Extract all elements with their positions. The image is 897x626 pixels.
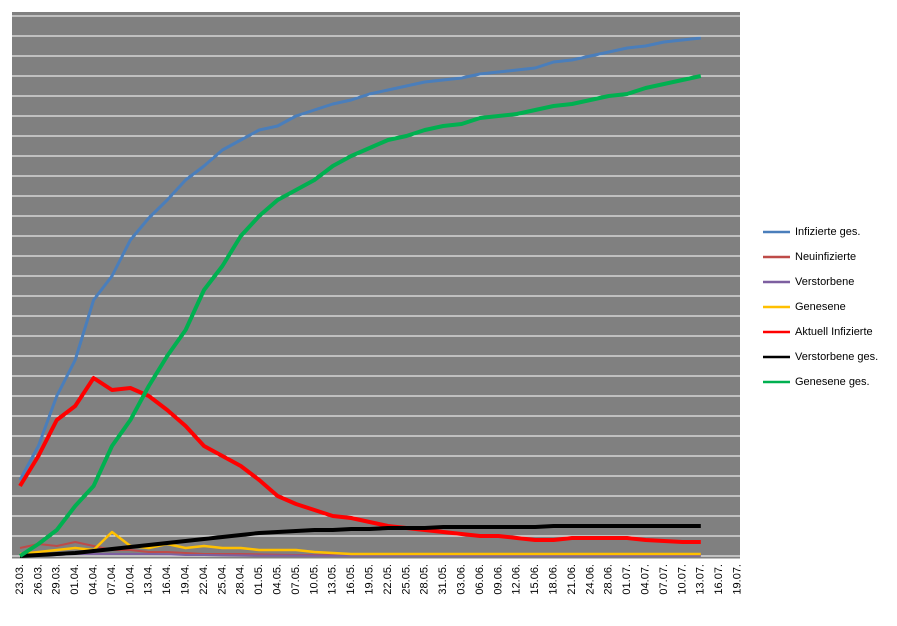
x-tick-label: 10.05. [308,564,320,595]
x-tick-label: 22.04. [198,564,210,595]
x-tick-label: 03.06. [456,564,468,595]
x-tick-label: 28.06. [603,564,615,595]
x-tick-label: 06.06. [474,564,486,595]
x-tick-label: 21.06. [566,564,578,595]
x-tick-label: 01.07. [621,564,633,595]
x-tick-label: 16.05. [345,564,357,595]
x-tick-label: 26.03. [32,564,44,595]
x-tick-label: 01.04. [69,564,81,595]
legend-label: Verstorbene [795,276,854,288]
x-tick-label: 10.04. [124,564,136,595]
x-tick-label: 07.04. [106,564,118,595]
legend-label: Infizierte ges. [795,226,860,238]
series-line [18,376,701,544]
legend-label: Verstorbene ges. [795,351,878,363]
legend-label: Aktuell Infizierte [795,326,873,338]
x-tick-label: 16.07. [713,564,725,595]
x-tick-label: 07.07. [658,564,670,595]
x-tick-label: 13.04. [143,564,155,595]
series-line [19,553,701,557]
x-tick-label: 28.04. [235,564,247,595]
legend-label: Neuinfizierte [795,251,856,263]
x-tick-label: 12.06. [511,564,523,595]
x-tick-label: 25.04. [216,564,228,595]
x-tick-label: 22.05. [382,564,394,595]
x-tick-label: 19.07. [732,564,744,595]
x-tick-label: 10.07. [676,564,688,595]
series-line [18,74,702,558]
x-tick-label: 13.07. [695,564,707,595]
x-tick-label: 09.06. [492,564,504,595]
x-tick-label: 18.06. [548,564,560,595]
x-tick-label: 01.05. [253,564,265,595]
x-tick-label: 04.05. [272,564,284,595]
x-tick-label: 28.05. [419,564,431,595]
x-tick-label: 13.05. [327,564,339,595]
x-tick-label: 04.07. [640,564,652,595]
x-tick-label: 15.06. [529,564,541,595]
x-tick-label: 31.05. [437,564,449,595]
series-line [18,36,701,481]
x-tick-label: 07.05. [290,564,302,595]
x-tick-label: 16.04. [161,564,173,595]
x-tick-label: 25.05. [400,564,412,595]
plot-area [12,12,740,558]
x-tick-label: 19.05. [364,564,376,595]
x-tick-label: 23.03. [14,564,26,595]
x-tick-label: 24.06. [584,564,596,595]
legend-label: Genesene ges. [795,376,870,388]
x-tick-label: 04.04. [88,564,100,595]
legend-label: Genesene [795,301,846,313]
series-line [19,524,701,558]
x-tick-label: 19.04. [180,564,192,595]
x-tick-label: 29.03. [51,564,63,595]
